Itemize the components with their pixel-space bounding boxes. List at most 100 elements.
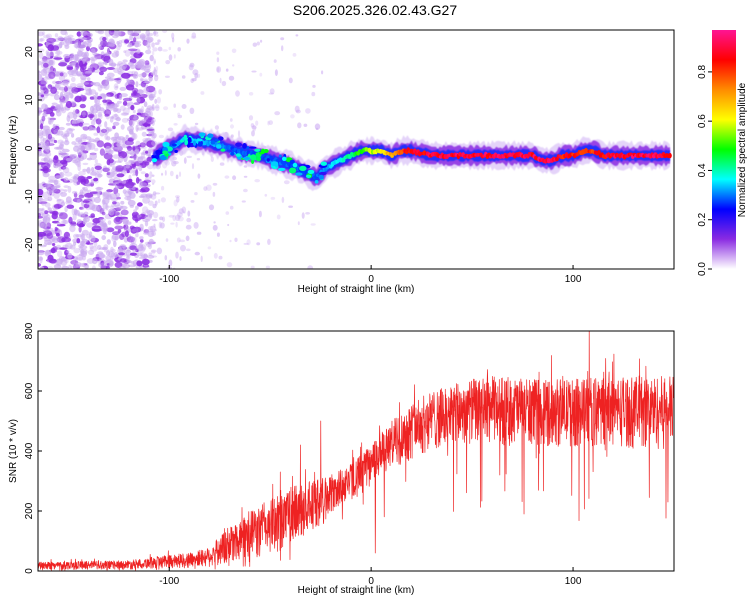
snr-y-tick-label: 200 <box>24 502 35 519</box>
spectrogram-noise-blob <box>116 116 121 122</box>
spectrogram-noise-blob <box>146 34 150 41</box>
spectrogram-noise-blob <box>115 216 121 222</box>
spectrogram-noise-blob <box>124 49 131 57</box>
spectrogram-noise-blob <box>119 62 128 70</box>
spectrogram-noise-blob <box>139 142 146 148</box>
spectrogram-noise-blob <box>50 45 60 51</box>
spectrogram-noise-blob <box>147 117 155 120</box>
spectrogram-noise-blob <box>65 196 72 204</box>
spectrogram-noise-blob <box>125 84 135 91</box>
spectrogram-noise-blob <box>172 214 177 222</box>
spectrogram-noise-blob <box>194 122 199 126</box>
spectrogram-noise-blob <box>186 155 192 159</box>
spectrogram-noise-blob <box>47 133 53 140</box>
spectrogram-noise-blob <box>315 127 319 130</box>
snr-x-tick-label: 0 <box>368 576 374 587</box>
spectrogram-noise-blob <box>47 84 53 89</box>
spectrogram-noise-blob <box>100 224 105 230</box>
spectrogram-noise-blob <box>42 125 50 131</box>
spectrogram-noise-blob <box>68 264 72 269</box>
spectrogram-noise-blob <box>72 160 79 164</box>
spectrogram-noise-blob <box>216 67 220 72</box>
spectrogram-noise-blob <box>99 262 107 269</box>
spectrogram-noise-blob <box>53 179 59 186</box>
spectrogram-noise-blob <box>148 226 154 230</box>
spectrogram-noise-blob <box>134 30 141 34</box>
spectrogram-noise-blob <box>60 147 65 151</box>
spectrogram-noise-blob <box>106 67 116 70</box>
spectrogram-noise-blob <box>60 141 65 147</box>
spectrogram-noise-blob <box>143 101 148 108</box>
snr-x-tick-label: 100 <box>565 576 582 587</box>
spectrogram-noise-blob <box>122 144 128 149</box>
spectrogram-noise-blob <box>113 83 119 91</box>
spectrogram-noise-blob <box>189 62 195 68</box>
spectrogram-noise-blob <box>96 126 101 134</box>
spectrogram-noise-blob <box>151 103 155 111</box>
spectrogram-noise-blob <box>60 191 67 197</box>
ridge-cluster <box>250 154 257 161</box>
spectrogram-noise-blob <box>259 72 263 77</box>
spectrogram-noise-blob <box>54 83 60 89</box>
spectrogram-noise-blob <box>98 71 104 76</box>
spectrogram-noise-blob <box>151 219 158 222</box>
spectrogram-noise-blob <box>157 199 161 204</box>
spectrogram-noise-blob <box>213 252 218 259</box>
spectrogram-noise-blob <box>237 130 241 138</box>
spectrogram-noise-blob <box>38 213 41 217</box>
spectrogram-noise-blob <box>114 78 121 81</box>
spectrogram-noise-blob <box>151 228 157 232</box>
spectrogram-noise-blob <box>96 110 104 114</box>
spectrogram-noise-blob <box>186 248 191 252</box>
spectrogram-noise-blob <box>292 53 297 57</box>
spectrogram-noise-blob <box>151 42 155 48</box>
spectrogram-noise-blob <box>75 137 83 143</box>
spectrogram-noise-blob <box>40 123 44 130</box>
spectrogram-noise-blob <box>52 80 57 85</box>
spectrogram-noise-blob <box>52 123 56 129</box>
spectrogram-noise-blob <box>55 232 60 237</box>
spectrogram-noise-blob <box>147 230 155 238</box>
spectrogram-noise-blob <box>117 146 123 153</box>
spectrogram-noise-blob <box>93 132 99 136</box>
spectrogram-noise-blob <box>150 71 156 76</box>
spectrogram-noise-blob <box>216 66 222 73</box>
spectrogram-noise-blob <box>111 114 119 120</box>
spectrogram-noise-blob <box>116 142 121 147</box>
spectrogram-noise-blob <box>71 76 76 83</box>
spectrogram-y-label: Frequency (Hz) <box>8 116 19 185</box>
colorbar-ticks: 0.0 0.2 0.4 0.6 0.8 <box>697 64 712 276</box>
spectrogram-noise-blob <box>165 238 169 242</box>
spectrogram-noise-blob <box>181 206 187 214</box>
spectrogram-noise-blob <box>137 244 144 252</box>
spectrogram-noise-blob <box>59 103 63 110</box>
spectrogram-noise-blob <box>84 192 94 198</box>
spectrogram-noise-blob <box>106 189 114 193</box>
spectrogram-noise-blob <box>127 260 132 264</box>
spectrogram-noise-blob <box>88 138 96 143</box>
spectrogram-noise-blob <box>122 107 130 115</box>
spectrogram-noise-blob <box>173 123 178 126</box>
spectrogram-noise-blob <box>43 34 51 39</box>
spectrogram-noise-blob <box>151 231 156 236</box>
spectrogram-noise-blob <box>117 149 122 155</box>
spectrogram-noise-blob <box>55 184 61 189</box>
spectrogram-noise-blob <box>38 60 43 66</box>
spectrogram-noise-blob <box>154 106 160 109</box>
spectrogram-noise-blob <box>80 152 88 160</box>
spectrogram-noise-blob <box>109 171 116 177</box>
spectrogram-noise-blob <box>95 187 104 190</box>
spectrogram-noise-blob <box>42 230 53 237</box>
spectrogram-noise-blob <box>102 246 108 251</box>
spectrogram-noise-blob <box>290 114 295 119</box>
spectrogram-noise-blob <box>83 183 93 187</box>
spectrogram-noise-blob <box>145 41 151 48</box>
spectrogram-noise-blob <box>50 86 57 94</box>
spectrogram-noise-blob <box>40 265 45 269</box>
spectrogram-noise-blob <box>41 129 49 137</box>
spectrogram-noise-blob <box>212 224 218 231</box>
spectrogram-noise-blob <box>38 201 48 205</box>
spectrogram-noise-blob <box>82 255 86 261</box>
spectrogram-noise-blob <box>148 200 154 206</box>
